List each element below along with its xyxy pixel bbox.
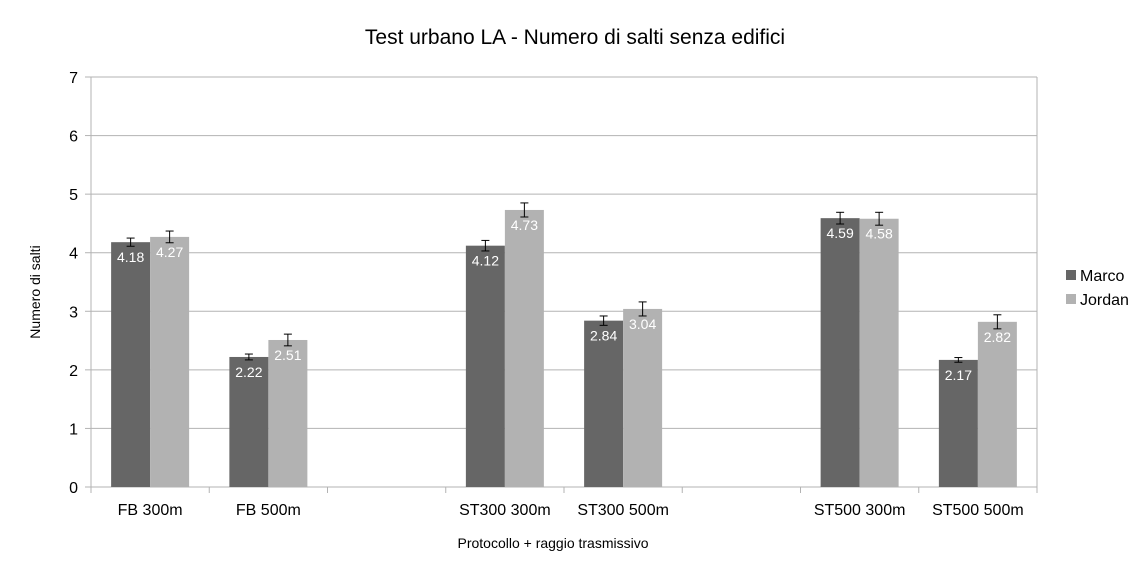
data-label: 2.51 (274, 347, 301, 363)
data-label: 4.73 (511, 217, 538, 233)
error-bar (244, 353, 253, 361)
y-tick-label: 1 (69, 421, 78, 438)
data-label: 4.12 (472, 253, 499, 269)
y-tick-label: 4 (69, 246, 78, 263)
x-tick-label: ST500 300m (814, 502, 906, 519)
error-bar (875, 211, 884, 226)
bar-jordan (504, 209, 544, 487)
data-label: 4.58 (866, 226, 893, 242)
y-tick-label: 3 (69, 304, 78, 321)
bar-marco (584, 320, 624, 487)
legend-label-jordan: Jordan (1080, 292, 1129, 309)
x-tick-label: ST300 300m (459, 502, 551, 519)
bar-jordan (268, 339, 308, 487)
data-label: 4.18 (117, 249, 144, 265)
error-bar (481, 239, 490, 252)
data-label: 2.82 (984, 329, 1011, 345)
x-axis: FB 300m FB 500m ST300 300m ST300 500m ST500 … (90, 486, 1038, 519)
legend-swatch-jordan (1066, 294, 1076, 304)
y-tick-label: 6 (69, 129, 78, 146)
x-tick-label: ST300 500m (577, 502, 669, 519)
bar-jordan (977, 321, 1017, 487)
bar-jordan (150, 236, 190, 487)
error-bar (283, 333, 292, 347)
error-bar (993, 314, 1002, 330)
x-tick-label: FB 300m (118, 502, 183, 519)
error-bars (126, 202, 1002, 363)
x-tick-label: ST500 500m (932, 502, 1024, 519)
x-tick-label: FB 500m (236, 502, 301, 519)
error-bar (954, 357, 963, 363)
x-axis-label: Protocollo + raggio trasmissivo (457, 535, 648, 551)
legend-swatch-marco (1066, 270, 1076, 280)
error-bar (638, 301, 647, 317)
bars (111, 209, 1017, 487)
data-label: 2.84 (590, 328, 617, 344)
bar-marco (229, 356, 269, 487)
y-tick-label: 5 (69, 187, 78, 204)
data-label: 2.17 (945, 367, 972, 383)
error-bar (836, 211, 845, 225)
bar-marco (938, 359, 978, 487)
bar-marco (465, 245, 505, 487)
legend-label-marco: Marco (1080, 268, 1125, 285)
bar-jordan (623, 308, 663, 487)
y-axis-ticks: 0 1 2 3 4 5 6 7 (69, 70, 91, 497)
bar-marco (111, 242, 151, 487)
bar-marco (820, 218, 860, 487)
data-label: 4.59 (827, 225, 854, 241)
data-label: 4.27 (156, 244, 183, 260)
data-label: 2.22 (235, 364, 262, 380)
error-bar (599, 315, 608, 326)
y-tick-label: 0 (69, 480, 78, 497)
y-tick-label: 7 (69, 70, 78, 87)
chart-title: Test urbano LA - Numero di salti senza e… (365, 26, 785, 49)
y-axis-label: Numero di salti (27, 245, 43, 338)
error-bar (165, 230, 174, 244)
data-labels: 4.18 2.22 4.12 2.84 4.59 2.17 4.27 2.51 4.73 3.04… (117, 217, 1011, 383)
error-bar (126, 237, 135, 247)
legend: Marco Jordan (1066, 268, 1129, 309)
bar-jordan (859, 218, 899, 487)
error-bar (520, 202, 529, 218)
y-tick-label: 2 (69, 363, 78, 380)
data-label: 3.04 (629, 316, 656, 332)
